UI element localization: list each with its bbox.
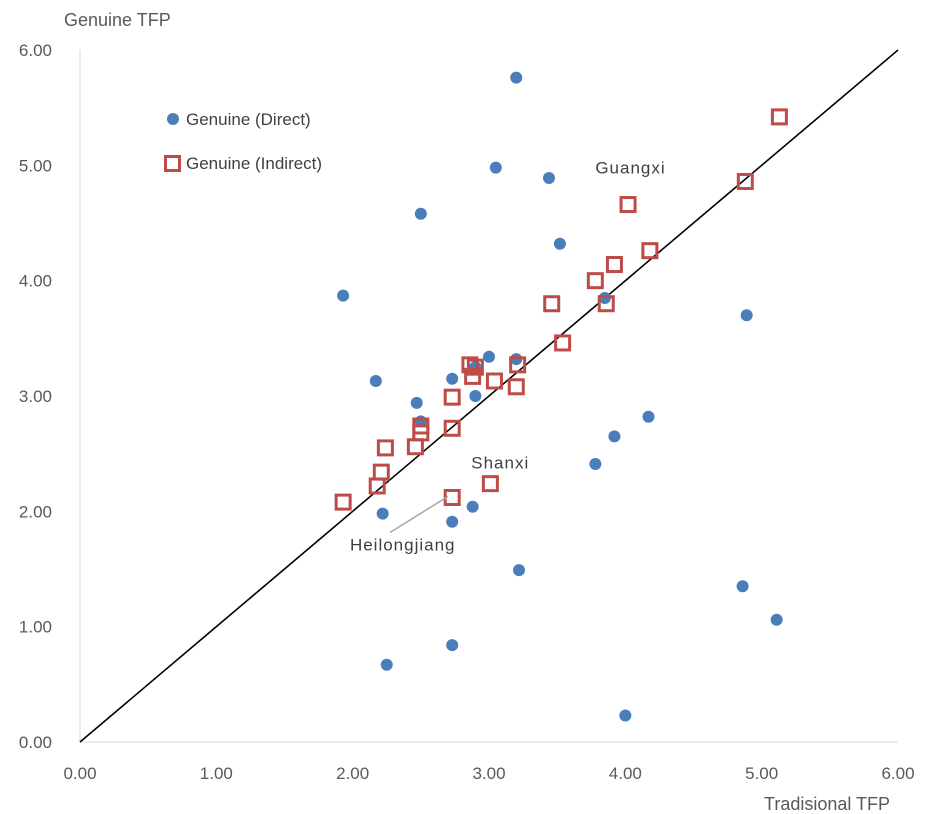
data-point-indirect [507,378,525,396]
data-point-indirect [368,477,386,495]
annotation-guangxi: Guangxi [595,158,665,177]
data-point-indirect [770,108,788,126]
data-point-direct [466,500,479,513]
series-indirect [334,108,788,511]
data-point-indirect [334,493,352,511]
y-tick-label: 2.00 [19,502,52,521]
reference-line [79,49,899,743]
data-point-direct [380,658,393,671]
annotation-leader-line [389,495,449,534]
y-tick-label: 0.00 [19,733,52,752]
x-tick-label: 0.00 [63,764,96,783]
data-point-direct [740,309,753,322]
data-point-direct [736,580,749,593]
x-tick-label: 5.00 [745,764,778,783]
data-point-direct [489,161,502,174]
legend-marker-square [164,155,181,172]
x-axis-title: Tradisional TFP [764,794,890,814]
data-point-indirect [586,272,604,290]
y-axis-title: Genuine TFP [64,10,171,30]
data-point-indirect [372,463,390,481]
data-point-indirect [406,438,424,456]
data-point-indirect [736,172,754,190]
data-point-indirect [376,439,394,457]
data-point-direct [619,709,632,722]
data-point-direct [414,207,427,220]
x-tick-labels: 0.00 1.00 2.00 3.00 4.00 5.00 6.00 [63,764,914,783]
y-tick-label: 6.00 [19,41,52,60]
legend-label-direct: Genuine (Direct) [186,110,311,129]
x-tick-label: 1.00 [200,764,233,783]
data-point-direct [589,458,602,471]
data-point-direct [446,515,459,528]
y-tick-label: 1.00 [19,618,52,637]
data-point-indirect [481,475,499,493]
data-point-indirect [543,295,561,313]
data-point-direct [376,507,389,520]
data-point-indirect [461,356,479,374]
data-point-direct [483,350,495,363]
data-point-direct [410,396,423,409]
data-point-indirect [597,295,615,313]
legend-label-indirect: Genuine (Indirect) [186,154,322,173]
y-tick-label: 5.00 [19,156,52,175]
data-point-indirect [485,372,503,390]
data-point-indirect [641,242,659,260]
data-point-direct [446,372,459,385]
data-point-direct [770,613,783,626]
series-direct [337,71,783,722]
data-point-indirect [466,358,484,376]
data-point-direct [553,237,566,250]
data-point-direct [642,410,655,423]
annotations: Guangxi Shanxi Heilongjiang [350,158,665,555]
data-point-indirect [464,367,482,385]
data-point-direct [608,430,621,443]
axes [79,50,898,743]
x-tick-label: 3.00 [472,764,505,783]
annotation-heilongjiang: Heilongjiang [350,536,456,555]
data-point-indirect [554,334,572,352]
legend: Genuine (Direct) Genuine (Indirect) [164,110,322,173]
legend-marker-circle [167,113,179,125]
data-point-indirect [605,256,623,274]
data-point-direct [337,289,350,302]
data-point-indirect [443,419,461,437]
legend-item-indirect: Genuine (Indirect) [164,154,322,173]
x-tick-label: 4.00 [609,764,642,783]
annotation-shanxi: Shanxi [471,454,529,473]
data-point-direct [369,375,382,388]
data-point-indirect [443,388,461,406]
series-layer [334,71,788,722]
data-point-direct [542,172,555,185]
y-tick-labels: 0.00 1.00 2.00 3.00 4.00 5.00 6.00 [19,41,52,752]
x-tick-label: 6.00 [881,764,914,783]
data-point-direct [510,71,523,84]
y-tick-label: 4.00 [19,272,52,291]
data-point-direct [446,639,459,652]
data-point-direct [469,390,482,402]
x-tick-label: 2.00 [336,764,369,783]
data-point-indirect [619,196,637,214]
y-tick-label: 3.00 [19,387,52,406]
data-point-direct [512,564,525,577]
data-point-indirect [509,356,527,374]
legend-item-direct: Genuine (Direct) [167,110,311,129]
